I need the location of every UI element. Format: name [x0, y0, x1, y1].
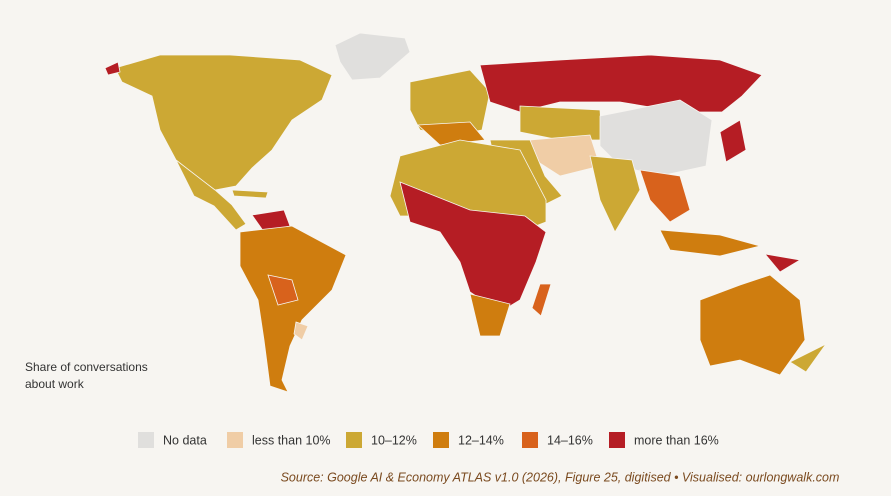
- world-map: [104, 32, 827, 393]
- japan: [719, 119, 747, 163]
- uruguay: [293, 321, 309, 341]
- indonesia: [659, 229, 762, 257]
- madagascar: [531, 283, 552, 317]
- legend: No data less than 10% 10–12% 12–14% 14–16% mo…: [138, 432, 719, 448]
- legend-label: 10–12%: [371, 433, 417, 447]
- legend-label: 12–14%: [458, 433, 504, 447]
- southern-africa: [469, 293, 511, 337]
- bolivia: [267, 274, 299, 306]
- china: [599, 99, 713, 177]
- southern-europe: [417, 121, 486, 146]
- central-africa: [399, 181, 547, 313]
- greenland: [334, 32, 411, 81]
- legend-swatch: [346, 432, 362, 448]
- source-note: Source: Google AI & Economy ATLAS v1.0 (…: [281, 470, 840, 484]
- caribbean: [231, 189, 269, 199]
- legend-label: less than 10%: [252, 433, 331, 447]
- legend-swatch: [433, 432, 449, 448]
- legend-swatch: [227, 432, 243, 448]
- legend-title-line: about work: [25, 377, 85, 391]
- legend-swatch: [609, 432, 625, 448]
- legend-label: 14–16%: [547, 433, 593, 447]
- papua-new-guinea: [763, 253, 802, 273]
- central-america: [175, 159, 247, 231]
- north-america: [114, 54, 333, 191]
- southeast-asia: [639, 169, 691, 223]
- india: [589, 155, 641, 233]
- legend-label: No data: [163, 433, 207, 447]
- legend-label: more than 16%: [634, 433, 719, 447]
- new-zealand: [789, 343, 827, 373]
- alaska: [104, 61, 121, 76]
- south-america: [239, 225, 347, 393]
- legend-swatch: [522, 432, 538, 448]
- legend-title-line: Share of conversations: [25, 360, 148, 374]
- australia: [699, 274, 806, 376]
- legend-swatch: [138, 432, 154, 448]
